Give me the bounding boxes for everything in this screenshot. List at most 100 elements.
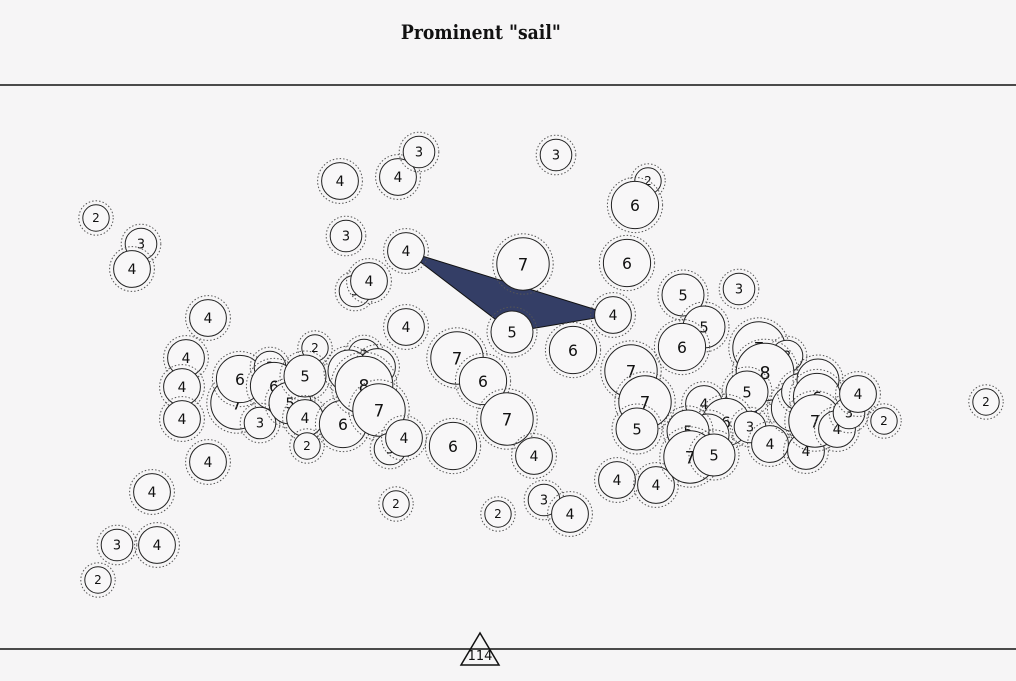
node-circle bbox=[458, 356, 508, 406]
node-halo bbox=[480, 496, 516, 532]
node-label: 4 bbox=[613, 473, 622, 489]
node-halo bbox=[78, 200, 114, 236]
node-halo bbox=[159, 396, 205, 442]
node: 4 bbox=[594, 457, 640, 503]
node-halo bbox=[330, 351, 398, 419]
node-circle bbox=[138, 526, 176, 564]
node: 6 bbox=[606, 176, 664, 234]
node-halo bbox=[544, 321, 602, 379]
node-label: 4 bbox=[802, 444, 811, 460]
node-circle bbox=[548, 325, 598, 375]
node-halo bbox=[590, 292, 636, 338]
node-circle bbox=[385, 419, 423, 457]
node-label: 4 bbox=[204, 311, 213, 327]
node-halo bbox=[611, 403, 663, 455]
node-halo bbox=[129, 469, 175, 515]
node-halo bbox=[766, 335, 808, 377]
node-label: 6 bbox=[677, 339, 687, 357]
node-halo bbox=[653, 318, 711, 376]
node-label: 4 bbox=[854, 387, 863, 403]
node-label: 7 bbox=[502, 411, 513, 430]
node-circle bbox=[189, 443, 227, 481]
node-label: 4 bbox=[652, 478, 661, 494]
node-label: 4 bbox=[402, 320, 411, 336]
node-halo bbox=[383, 304, 429, 350]
node: 4 bbox=[159, 396, 205, 442]
node-halo bbox=[424, 417, 482, 475]
node-circle bbox=[329, 219, 363, 253]
node-label: 4 bbox=[204, 455, 213, 471]
node: 6 bbox=[598, 234, 656, 292]
node-circle bbox=[350, 262, 388, 300]
node-label: 6 bbox=[622, 255, 632, 273]
node-circle bbox=[352, 383, 406, 437]
node-label: 2 bbox=[94, 573, 102, 587]
node-label: 5 bbox=[507, 325, 516, 342]
node-label: 3 bbox=[256, 417, 264, 432]
node: 7 bbox=[492, 233, 554, 295]
node-label: 5 bbox=[300, 369, 309, 386]
node-halo bbox=[80, 562, 116, 598]
node: 4 bbox=[346, 258, 392, 304]
node-label: 4 bbox=[301, 411, 310, 427]
node-label: 6 bbox=[721, 414, 731, 432]
node: 2 bbox=[968, 384, 1004, 420]
node: 5 bbox=[486, 306, 538, 358]
node-label: 6 bbox=[235, 371, 245, 389]
node-circle bbox=[972, 388, 1000, 416]
node-circle bbox=[870, 407, 898, 435]
node-halo bbox=[492, 233, 554, 295]
node-halo bbox=[383, 228, 429, 274]
node: 3 bbox=[398, 131, 440, 173]
node: 3 bbox=[718, 268, 760, 310]
node: 4 bbox=[159, 364, 205, 410]
node: 6 bbox=[544, 321, 602, 379]
node: 3 bbox=[535, 134, 577, 176]
node-label: 6 bbox=[448, 438, 458, 456]
node-halo bbox=[120, 223, 162, 265]
node-halo bbox=[346, 258, 392, 304]
node: 2 bbox=[378, 486, 414, 522]
node-circle bbox=[722, 272, 756, 306]
node-halo bbox=[614, 371, 676, 433]
node-circle bbox=[100, 528, 134, 562]
node-label: 2 bbox=[303, 439, 311, 453]
node-circle bbox=[637, 466, 675, 504]
node-label: 2 bbox=[880, 414, 888, 428]
node-label: 6 bbox=[568, 342, 578, 360]
node-label: 3 bbox=[746, 421, 754, 436]
node-label: 7 bbox=[374, 402, 385, 421]
node-halo bbox=[630, 163, 666, 199]
node-halo bbox=[783, 428, 829, 474]
node: 2 bbox=[289, 428, 325, 464]
node-label: 5 bbox=[699, 320, 708, 337]
node-circle bbox=[382, 490, 410, 518]
node-halo bbox=[814, 406, 860, 452]
node-halo bbox=[163, 335, 209, 381]
node-label: 3 bbox=[845, 407, 853, 422]
node-circle bbox=[113, 250, 151, 288]
node-halo bbox=[378, 486, 414, 522]
node-label: 2 bbox=[392, 497, 400, 511]
node-label: 7 bbox=[232, 395, 243, 414]
node-circle bbox=[661, 273, 705, 317]
node-label: 2 bbox=[494, 507, 502, 521]
node-halo bbox=[511, 433, 557, 479]
node-label: 4 bbox=[178, 380, 187, 396]
node-label: 2 bbox=[311, 341, 319, 355]
node-halo bbox=[828, 392, 870, 434]
node-circle bbox=[84, 566, 112, 594]
node-label: 8 bbox=[358, 377, 369, 397]
node-halo bbox=[354, 344, 400, 390]
node-label: 3 bbox=[137, 238, 145, 253]
node: 5 bbox=[688, 429, 740, 481]
node: 3 bbox=[96, 524, 138, 566]
node: 4 bbox=[317, 158, 363, 204]
node-halo bbox=[633, 462, 679, 508]
node-halo bbox=[159, 364, 205, 410]
node: 5 bbox=[611, 403, 663, 455]
node-label: 4 bbox=[182, 351, 191, 367]
node-circle bbox=[387, 232, 425, 270]
node-halo bbox=[317, 158, 363, 204]
node-halo bbox=[348, 379, 410, 441]
